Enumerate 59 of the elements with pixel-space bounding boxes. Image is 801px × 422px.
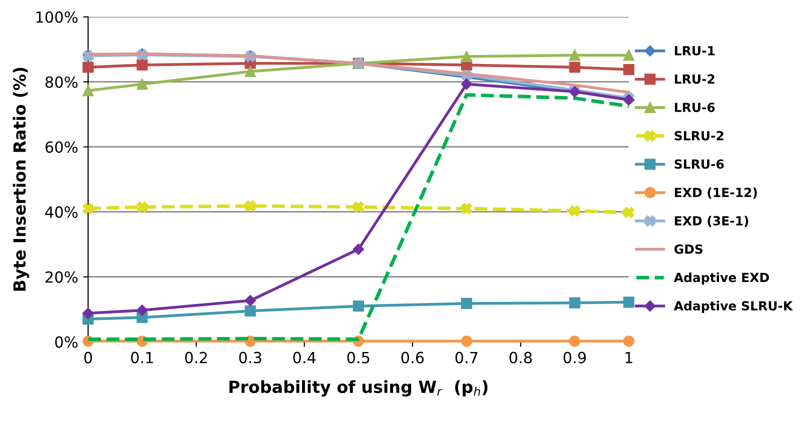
point	[352, 244, 364, 255]
point	[82, 308, 94, 319]
x-tick-label: 0.3	[239, 352, 262, 364]
x-tick-label: 0.4	[293, 352, 316, 364]
point	[82, 85, 94, 96]
y-tick-label: 20%	[46, 271, 78, 283]
point	[460, 78, 472, 90]
point	[244, 66, 256, 78]
legend-label: SLRU-2	[674, 131, 724, 140]
point	[569, 62, 580, 73]
y-tick-label: 100%	[36, 11, 78, 23]
legend-label: LRU-6	[674, 102, 715, 112]
x-tick-label: 0.6	[401, 352, 424, 364]
point	[136, 304, 148, 316]
legend-label: GDS	[674, 244, 703, 254]
point	[244, 305, 256, 317]
x-tick-label: 0.8	[510, 352, 532, 364]
x-tick-label: 0.9	[564, 352, 586, 364]
legend-label: LRU-1	[674, 46, 715, 56]
x-axis-title: Probability of using W$_{r}$ (p$_{h}$)	[229, 380, 488, 396]
y-tick-label: 60%	[46, 141, 78, 153]
point	[569, 205, 580, 216]
point	[569, 297, 580, 308]
point	[623, 296, 634, 308]
point	[82, 62, 94, 73]
legend-label: EXD (1E-12)	[674, 187, 757, 199]
y-tick-label: 40%	[45, 206, 78, 218]
point	[623, 336, 634, 347]
point	[244, 200, 256, 212]
y-axis-title: Byte Insertion Ratio (%)	[12, 68, 30, 291]
legend-label: EXD (3E-1)	[674, 216, 748, 227]
x-tick-label: 1	[626, 352, 632, 364]
x-tick-label: 0.7	[455, 352, 478, 364]
point	[82, 203, 94, 214]
point	[623, 64, 634, 76]
point	[461, 50, 472, 62]
point	[623, 206, 634, 218]
legend-label: SLRU-6	[674, 159, 724, 169]
x-tick-label: 0.1	[131, 352, 153, 364]
point	[136, 78, 148, 90]
point	[244, 294, 256, 306]
point	[136, 59, 148, 71]
point	[569, 50, 580, 61]
x-tick-label: 0.5	[347, 352, 370, 364]
point	[352, 300, 364, 312]
point	[461, 298, 472, 310]
point	[352, 201, 364, 213]
point	[136, 201, 148, 213]
legend-label: Adaptive EXD	[674, 272, 769, 285]
point	[461, 203, 472, 214]
point	[623, 50, 634, 61]
legend-label: Adaptive SLRU-K	[674, 300, 794, 313]
x-tick-label: 0.2	[185, 352, 207, 364]
x-tick-label: 0	[84, 352, 92, 364]
point	[461, 336, 472, 347]
y-tick-label: 80%	[45, 76, 78, 88]
point	[569, 336, 580, 347]
y-tick-label: 0%	[55, 336, 78, 348]
legend-label: LRU-2	[674, 74, 714, 84]
